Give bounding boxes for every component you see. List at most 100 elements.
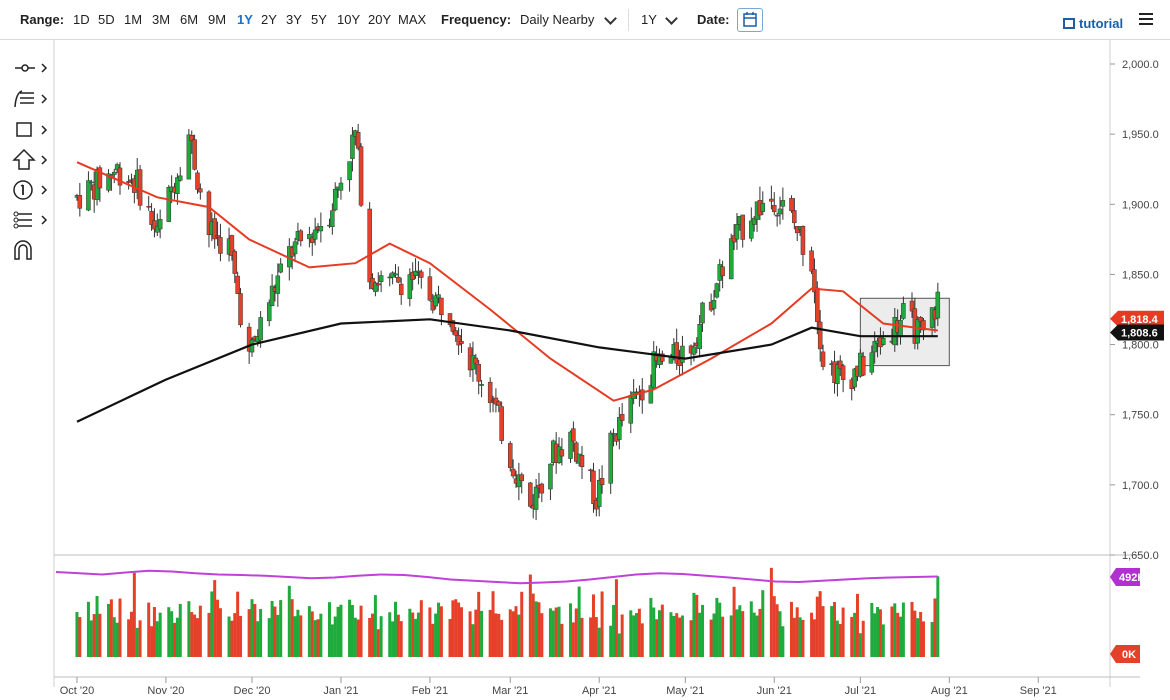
- rectangle-icon[interactable]: [10, 118, 50, 142]
- range-20y[interactable]: 20Y: [368, 12, 392, 27]
- volume-bar: [698, 612, 702, 657]
- range-3y[interactable]: 3Y: [286, 12, 302, 27]
- candle-body: [617, 417, 622, 440]
- volume-bar: [313, 620, 317, 657]
- candle-body: [416, 270, 421, 273]
- volume-bar: [316, 619, 320, 657]
- range-1y[interactable]: 1Y: [237, 12, 253, 27]
- candle-body: [711, 300, 717, 309]
- chart-area[interactable]: 2,000.0 1,950.0 1,900.0 1,850.0 1,800.0 1,750…: [0, 40, 1170, 700]
- candle-body: [178, 175, 183, 181]
- volume-bar: [218, 608, 222, 657]
- range-9m[interactable]: 9M: [208, 12, 227, 27]
- candle-body: [660, 353, 665, 362]
- candle-body: [453, 330, 458, 336]
- volume-bar: [348, 599, 352, 657]
- volume-bar: [729, 615, 733, 657]
- range-1m[interactable]: 1M: [124, 12, 143, 27]
- toolbar-divider: [628, 9, 629, 31]
- chevron-down-icon[interactable]: [604, 12, 617, 25]
- candle-body: [186, 134, 192, 180]
- range-label: Range:: [20, 12, 65, 27]
- candle-body: [852, 368, 857, 388]
- volume-bar: [310, 611, 314, 657]
- volume-bar: [95, 595, 99, 657]
- volume-bar: [936, 576, 940, 657]
- tutorial-link[interactable]: tutorial: [1079, 16, 1124, 31]
- volume-bar: [735, 609, 739, 657]
- candle-body: [674, 342, 679, 364]
- candle-body: [510, 468, 516, 477]
- candle-body: [97, 167, 103, 189]
- volume-bar: [388, 612, 392, 657]
- volume-bar: [419, 600, 423, 657]
- volume-bar: [287, 585, 291, 657]
- range-5y[interactable]: 5Y: [311, 12, 327, 27]
- candle-body: [651, 351, 656, 388]
- volume-bar: [459, 607, 463, 657]
- volume-bar: [672, 616, 676, 657]
- period-select[interactable]: 1Y: [641, 12, 657, 27]
- frequency-select[interactable]: Daily Nearby: [520, 12, 595, 27]
- calendar-button[interactable]: [737, 8, 763, 32]
- volume-bar: [187, 601, 191, 657]
- chevron-down-icon[interactable]: [665, 12, 678, 25]
- price-tick-label: 1,800.0: [1122, 340, 1159, 352]
- hamburger-menu-icon[interactable]: [1139, 13, 1153, 25]
- candle-body: [266, 302, 272, 322]
- candle-body: [777, 208, 783, 215]
- last-price-badge: [1110, 324, 1164, 341]
- film-icon[interactable]: [1063, 18, 1075, 29]
- candle-body: [332, 188, 338, 211]
- volume-bar: [680, 615, 684, 657]
- volume-bar: [554, 607, 558, 657]
- candle-body: [780, 200, 786, 207]
- number-one-icon[interactable]: [10, 178, 50, 202]
- candle-body: [815, 287, 820, 322]
- node-tree-icon[interactable]: [10, 208, 50, 232]
- candle-body: [246, 326, 252, 352]
- volume-bar: [531, 593, 535, 657]
- volume-bar: [632, 615, 636, 657]
- last-price-badge: [1110, 310, 1164, 327]
- magnet-icon[interactable]: [10, 238, 50, 262]
- volume-bar: [678, 617, 682, 657]
- price-tick-label: 1,850.0: [1122, 269, 1159, 281]
- volume-bar: [876, 607, 880, 657]
- candle-body: [869, 352, 875, 373]
- volume-bar: [454, 599, 458, 657]
- volume-bar: [175, 617, 179, 657]
- volume-bar: [416, 612, 420, 657]
- volume-bar: [589, 617, 593, 657]
- range-6m[interactable]: 6M: [180, 12, 199, 27]
- volume-bar: [339, 604, 343, 657]
- volume-bar: [835, 620, 839, 657]
- volume-bar: [173, 622, 177, 657]
- volume-bar: [930, 621, 934, 657]
- volume-bar: [913, 610, 917, 657]
- fibonacci-icon[interactable]: [10, 87, 50, 111]
- crosshair-icon[interactable]: [10, 56, 50, 80]
- volume-bar: [132, 572, 136, 657]
- candle-body: [680, 345, 685, 363]
- candle-body: [126, 181, 131, 183]
- range-10y[interactable]: 10Y: [337, 12, 361, 27]
- volume-bar: [749, 601, 753, 657]
- price-tick-label: 1,950.0: [1122, 129, 1159, 141]
- candle-body: [310, 237, 315, 244]
- candle-body: [330, 210, 335, 227]
- volume-bar: [769, 567, 773, 657]
- toolbar: Range: 1D 5D 1M 3M 6M 9M 1Y 2Y 3Y 5Y 10Y…: [0, 0, 1170, 40]
- candle-body: [579, 454, 585, 468]
- candle-body: [760, 202, 766, 212]
- range-5d[interactable]: 5D: [98, 12, 115, 27]
- range-3m[interactable]: 3M: [152, 12, 171, 27]
- range-max[interactable]: MAX: [398, 12, 427, 27]
- arrow-up-icon[interactable]: [10, 148, 50, 172]
- volume-bar: [660, 604, 664, 657]
- volume-bar: [878, 609, 882, 657]
- range-1d[interactable]: 1D: [73, 12, 90, 27]
- range-2y[interactable]: 2Y: [261, 12, 277, 27]
- candle-body: [307, 234, 312, 240]
- candle-body: [232, 251, 238, 274]
